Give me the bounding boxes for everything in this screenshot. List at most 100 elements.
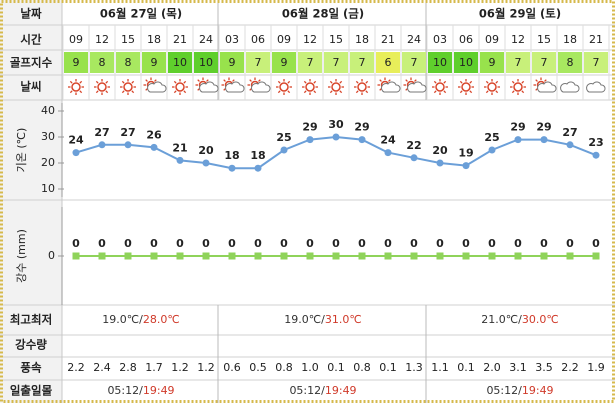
- row-label: 날짜: [20, 7, 42, 21]
- max-temp: 31.0℃: [325, 313, 362, 326]
- point: [436, 252, 444, 260]
- sun: [123, 82, 133, 92]
- point: [280, 146, 288, 154]
- golf-value: 7: [541, 56, 548, 69]
- sun-ray: [313, 80, 317, 84]
- y-axis-label: 기온 (℃): [15, 128, 28, 173]
- golf-cell: [480, 52, 504, 73]
- sun-ray: [197, 79, 200, 82]
- data-label: 0: [176, 237, 184, 250]
- point: [176, 156, 184, 164]
- point: [150, 252, 158, 260]
- sun-ray: [485, 90, 489, 94]
- data-label: 29: [302, 121, 317, 134]
- time-label: 24: [407, 33, 421, 46]
- cloud: [251, 81, 271, 93]
- sun-ray: [511, 90, 515, 94]
- time-label: 21: [381, 33, 395, 46]
- wind-value: 0.1: [457, 361, 475, 374]
- data-label: 0: [514, 237, 522, 250]
- time-label: 03: [225, 33, 239, 46]
- data-label: 0: [332, 237, 340, 250]
- data-label: 24: [68, 134, 84, 147]
- sun-ray: [277, 90, 281, 94]
- point: [124, 252, 132, 260]
- data-label: 0: [98, 237, 106, 250]
- data-label: 29: [354, 121, 369, 134]
- time-label: 21: [173, 33, 187, 46]
- point: [124, 141, 132, 149]
- data-label: 0: [436, 237, 444, 250]
- min-temp: 19.0℃: [102, 313, 139, 326]
- point: [384, 252, 392, 260]
- point: [410, 154, 418, 162]
- point: [72, 149, 80, 157]
- point: [280, 252, 288, 260]
- golf-value: 9: [229, 56, 236, 69]
- cloud: [560, 81, 580, 93]
- sun: [435, 82, 445, 92]
- point: [384, 149, 392, 157]
- point: [72, 252, 80, 260]
- time-label: 12: [95, 33, 109, 46]
- golf-value: 10: [433, 56, 447, 69]
- point: [462, 162, 470, 170]
- golf-value: 9: [73, 56, 80, 69]
- sunrise: 05:12: [107, 384, 139, 397]
- cloud: [586, 81, 606, 93]
- time-label: 06: [459, 33, 473, 46]
- data-label: 29: [536, 121, 551, 134]
- data-label: 0: [540, 237, 548, 250]
- sunset: 19:49: [325, 384, 357, 397]
- data-label: 25: [276, 131, 291, 144]
- point: [592, 151, 600, 159]
- point: [488, 146, 496, 154]
- sun-ray: [258, 79, 261, 82]
- sun: [513, 82, 523, 92]
- golf-value: 9: [489, 56, 496, 69]
- sun-ray: [232, 79, 235, 82]
- day-header: 06월 29일 (토): [479, 7, 561, 21]
- row-label: 풍속: [20, 361, 42, 375]
- data-label: 0: [150, 237, 158, 250]
- data-label: 23: [588, 136, 603, 149]
- sun-ray: [249, 79, 252, 82]
- point: [332, 252, 340, 260]
- wind-value: 0.8: [275, 361, 293, 374]
- golf-value: 7: [515, 56, 522, 69]
- point: [228, 164, 236, 172]
- point: [462, 252, 470, 260]
- data-label: 0: [410, 237, 418, 250]
- golf-value: 10: [199, 56, 213, 69]
- data-label: 0: [306, 237, 314, 250]
- row-label: 골프지수: [10, 56, 53, 70]
- sun: [97, 82, 107, 92]
- sun-ray: [339, 80, 343, 84]
- data-label: 20: [198, 144, 214, 157]
- day-header: 06월 28일 (금): [282, 7, 364, 21]
- sun-ray: [443, 90, 447, 94]
- sun-ray: [355, 80, 359, 84]
- min-temp: 19.0℃: [284, 313, 321, 326]
- sun-ray: [131, 90, 135, 94]
- separator: /: [321, 384, 325, 397]
- point: [306, 136, 314, 144]
- separator: /: [518, 384, 522, 397]
- cloud: [537, 81, 557, 93]
- sun-ray: [495, 90, 499, 94]
- min-max: 19.0℃/31.0℃: [284, 313, 361, 326]
- data-label: 18: [250, 149, 265, 162]
- separator: /: [139, 313, 143, 326]
- point: [98, 252, 106, 260]
- data-label: 21: [172, 141, 187, 154]
- sun: [279, 82, 289, 92]
- sun-ray: [459, 80, 463, 84]
- data-label: 27: [94, 126, 109, 139]
- golf-cell: [376, 52, 400, 73]
- golf-cell: [220, 52, 244, 73]
- golf-value: 8: [567, 56, 574, 69]
- data-label: 0: [124, 237, 132, 250]
- golf-cell: [142, 52, 166, 73]
- row-label: 최고최저: [10, 313, 52, 327]
- sun-times: 05:12/19:49: [107, 384, 174, 397]
